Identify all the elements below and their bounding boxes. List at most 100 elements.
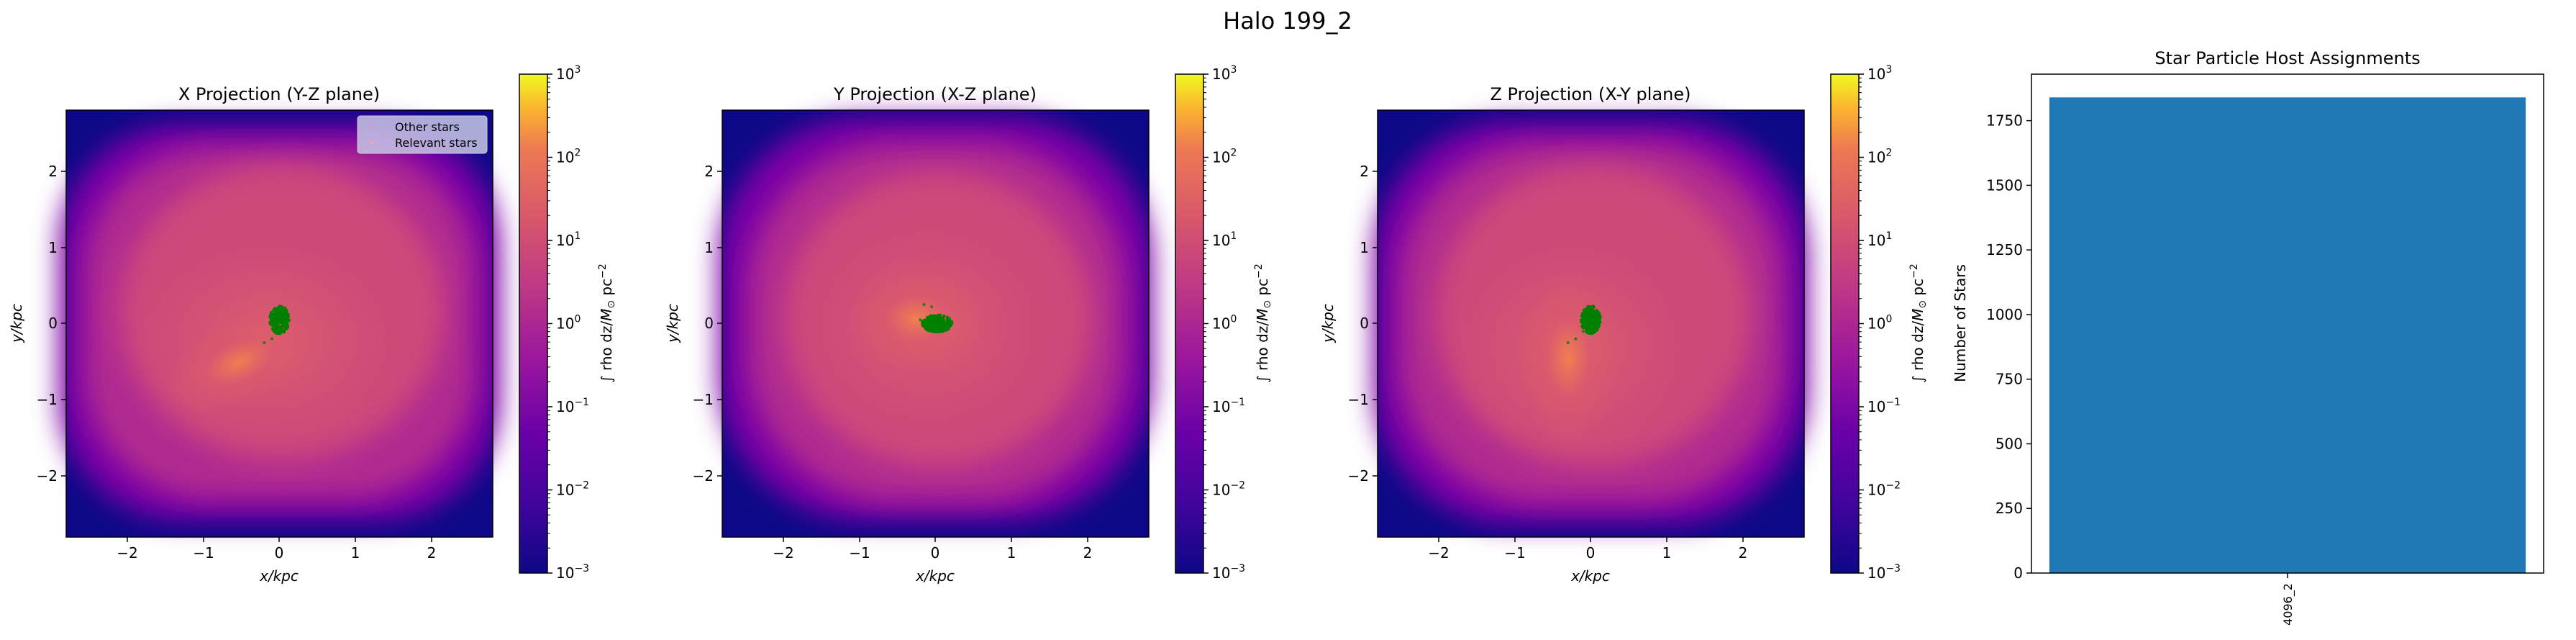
y-tick-label: −1	[37, 391, 58, 408]
star-point	[933, 325, 937, 328]
halo-bright-core	[165, 310, 313, 414]
star-point	[1597, 317, 1601, 320]
colorbar-gradient	[1175, 73, 1204, 574]
colorbar-gradient	[519, 73, 548, 574]
y-tick-label: 1	[704, 239, 714, 256]
x-tick-label: 2	[1739, 544, 1748, 562]
star-point	[1591, 305, 1596, 308]
star-point	[270, 313, 275, 317]
star-point	[272, 308, 276, 312]
star-point	[1588, 331, 1592, 335]
star-point	[921, 323, 924, 326]
x-tick-label: 0	[275, 544, 284, 562]
halo-bright-core	[848, 269, 985, 369]
star-point	[919, 318, 922, 322]
colorbar-tick-label: 103	[1867, 64, 1892, 83]
y-tick-label: 0	[2013, 564, 2023, 582]
star-point	[1581, 330, 1585, 333]
y-tick-label: 1	[48, 239, 58, 256]
star-point	[1582, 326, 1585, 330]
colorbar-tick-label: 102	[1867, 148, 1892, 166]
y-tick-label: 1	[1360, 239, 1369, 256]
projection-panel: Z Projection (X-Y plane) −2 −1 0 1 2 x/k…	[1319, 84, 1808, 585]
y-axis-label: Number of Stars	[1952, 264, 1969, 382]
colorbar-tick-label: 10−3	[1867, 563, 1901, 582]
star-point	[1582, 310, 1586, 314]
star-point	[268, 315, 272, 320]
star-point	[1585, 329, 1589, 333]
star-point	[924, 327, 928, 330]
colorbar-tick-label: 100	[1212, 314, 1237, 333]
star-point	[282, 318, 286, 323]
y-tick-label: 2	[48, 163, 58, 180]
star-point	[939, 320, 943, 325]
star-point	[276, 307, 279, 310]
star-point	[278, 305, 281, 309]
star-point	[286, 315, 290, 319]
panel-title: Z Projection (X-Y plane)	[1490, 84, 1690, 104]
x-tick-label: 2	[427, 544, 437, 562]
star-point	[1588, 327, 1592, 331]
bar	[2049, 97, 2526, 574]
star-point	[278, 328, 281, 331]
star-point	[1592, 313, 1596, 317]
colorbar-tick-label: 103	[556, 64, 581, 83]
colorbar-tick-label: 10−2	[1867, 480, 1901, 499]
colorbar-ticks: 103 102 101 100 10−1 10−2 10−3	[1859, 64, 1901, 582]
colorbar-label: ∫ rho dz/M⊙ pc−2	[1253, 263, 1273, 383]
star-point	[938, 330, 942, 334]
y-axis: 2 1 0 −1 −2 y/kpc	[664, 163, 722, 484]
x-tick-label: 1	[1007, 544, 1016, 562]
y-tick-label: 750	[1995, 371, 2023, 388]
colorbar: 103 102 101 100 10−1 10−2 10−3 ∫ rho dz/M⊙ pc−…	[1175, 64, 1273, 582]
star-point	[282, 311, 286, 315]
star-point	[277, 310, 281, 314]
y-tick-label: −2	[37, 467, 58, 484]
star-point	[1597, 314, 1601, 317]
x-tick-label: −1	[193, 544, 214, 562]
y-tick-label: −2	[1348, 467, 1369, 484]
star-point	[1597, 323, 1601, 326]
star-point	[1596, 310, 1600, 314]
star-point	[929, 323, 932, 327]
star-point	[275, 315, 279, 319]
x-axis: −2 −1 0 1 2 x/kpc	[773, 537, 1092, 585]
x-tick-label: −2	[1428, 544, 1449, 562]
x-tick-label: −1	[849, 544, 870, 562]
star-point	[1566, 341, 1570, 344]
y-tick-label: −1	[693, 391, 714, 408]
y-tick-label: 250	[1995, 500, 2023, 517]
projection-panel: X Projection (Y-Z plane) −2 −1 0 1 2 x/k…	[8, 84, 500, 585]
figure-title: Halo 199_2	[1223, 7, 1352, 35]
x-tick-label: 0	[1586, 544, 1596, 562]
legend-label-relevant: Relevant stars	[395, 136, 478, 150]
star-point	[1582, 322, 1585, 325]
y-tick-label: 2	[1360, 163, 1369, 180]
x-tick-label: 1	[351, 544, 360, 562]
star-point	[1592, 328, 1596, 332]
y-tick-label: 0	[48, 315, 58, 332]
star-point	[936, 323, 939, 328]
star-point	[1586, 305, 1590, 309]
star-point	[283, 323, 287, 327]
star-point	[942, 325, 945, 329]
star-point	[263, 341, 266, 344]
y-tick-label: −2	[693, 467, 714, 484]
star-point	[1580, 314, 1584, 318]
y-tick-label: 1250	[1986, 241, 2023, 258]
colorbar-tick-label: 10−3	[1212, 563, 1245, 582]
star-point	[935, 330, 939, 334]
star-point	[274, 331, 278, 335]
star-point	[1590, 325, 1594, 329]
x-axis-label: x/kpc	[259, 567, 299, 585]
star-point	[270, 337, 273, 341]
colorbar-tick-label: 10−1	[556, 397, 589, 415]
y-tick-label: 1750	[1986, 112, 2023, 130]
star-point	[1588, 319, 1593, 323]
star-point	[1593, 322, 1596, 326]
star-point	[270, 323, 274, 327]
star-point	[1588, 305, 1593, 309]
star-point	[282, 315, 286, 319]
bar-chart-title: Star Particle Host Assignments	[2154, 48, 2420, 68]
colorbar-tick-label: 101	[556, 230, 581, 249]
